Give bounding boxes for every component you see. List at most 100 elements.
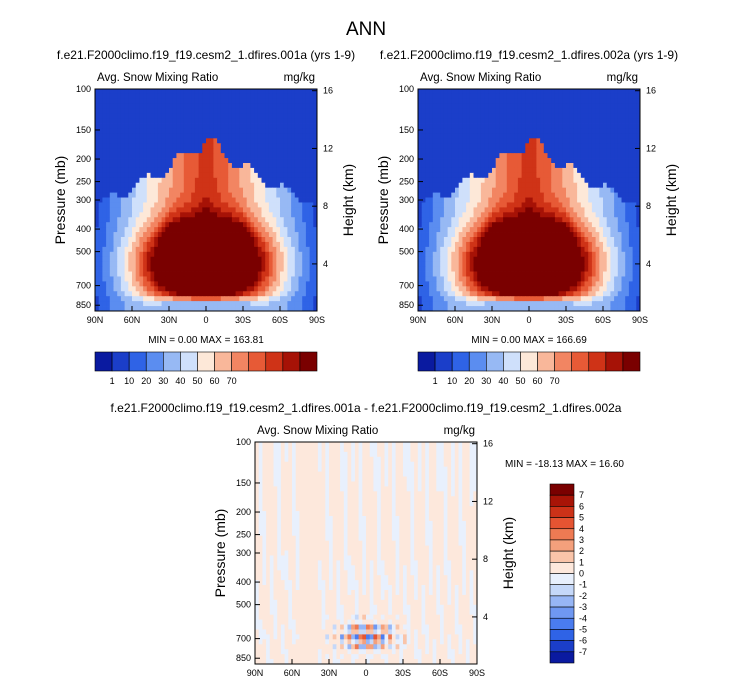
heatmap-cell xyxy=(492,108,497,115)
heatmap-cell xyxy=(554,103,559,110)
heatmap-cell xyxy=(128,281,133,287)
heatmap-cell xyxy=(636,182,641,189)
heatmap-cell xyxy=(313,251,318,258)
heatmap-cell xyxy=(573,163,578,169)
heatmap-cell xyxy=(305,212,310,218)
heatmap-cell xyxy=(169,153,174,159)
heatmap-cell xyxy=(180,202,185,208)
panels: f.e21.F2000climo.f19_f19.cesm2_1.dfires.… xyxy=(52,48,679,678)
heatmap-cell xyxy=(588,158,593,164)
heatmap-cell xyxy=(566,93,571,100)
heatmap-cell xyxy=(573,246,578,253)
heatmap-cell xyxy=(187,281,192,287)
heatmap-cell xyxy=(206,246,211,253)
heatmap-cell xyxy=(440,261,445,267)
heatmap-cell xyxy=(206,286,211,292)
heatmap-cell xyxy=(254,246,259,253)
heatmap-cell xyxy=(562,128,567,134)
heatmap-cell xyxy=(595,207,600,213)
heatmap-cell xyxy=(120,286,125,292)
heatmap-cell xyxy=(150,108,155,115)
heatmap-cell xyxy=(139,133,144,139)
heatmap-cell xyxy=(124,271,129,277)
heatmap-cell xyxy=(462,118,467,124)
heatmap-cell xyxy=(206,163,211,169)
heatmap-cell xyxy=(536,153,541,159)
heatmap-cell xyxy=(418,266,423,272)
heatmap-cell xyxy=(455,133,460,139)
heatmap-cell xyxy=(418,207,423,213)
heatmap-cell xyxy=(246,128,251,134)
heatmap-cell xyxy=(120,232,125,238)
heatmap-cell xyxy=(429,251,434,258)
heatmap-cell xyxy=(206,118,211,124)
heatmap-cell xyxy=(224,163,229,169)
heatmap-cell xyxy=(128,113,133,119)
heatmap-cell xyxy=(198,187,203,193)
heatmap-cell xyxy=(484,266,489,272)
heatmap-cell xyxy=(562,192,567,198)
heatmap-cell xyxy=(220,276,225,282)
heatmap-cell xyxy=(143,207,148,213)
heatmap-cell xyxy=(477,212,482,218)
heatmap-cell xyxy=(440,232,445,238)
heatmap-cell xyxy=(517,246,522,253)
heatmap-cell xyxy=(239,89,244,95)
heatmap-cell xyxy=(172,108,177,115)
heatmap-cell xyxy=(283,261,288,267)
heatmap-cell xyxy=(198,143,203,149)
heatmap-cell xyxy=(632,89,637,95)
heatmap-cell xyxy=(243,138,248,144)
heatmap-cell xyxy=(547,241,552,248)
heatmap-cell xyxy=(139,138,144,144)
heatmap-cell xyxy=(217,197,222,203)
heatmap-cell xyxy=(462,207,467,213)
heatmap-cell xyxy=(239,108,244,115)
heatmap-cell xyxy=(231,217,236,223)
heatmap-cell xyxy=(532,118,537,124)
heatmap-cell xyxy=(224,118,229,124)
heatmap-cell xyxy=(117,133,122,139)
heatmap-cell xyxy=(540,232,545,238)
heatmap-cell xyxy=(165,123,170,129)
heatmap-cell xyxy=(440,246,445,253)
heatmap-cell xyxy=(124,98,129,105)
heatmap-cell xyxy=(113,217,118,223)
heatmap-cell xyxy=(554,207,559,213)
heatmap-cell xyxy=(231,103,236,110)
heatmap-cell xyxy=(254,138,259,144)
heatmap-cell xyxy=(231,207,236,213)
heatmap-cell xyxy=(209,251,214,258)
heatmap-cell xyxy=(165,246,170,253)
heatmap-cell xyxy=(169,207,174,213)
heatmap-cell xyxy=(536,177,541,184)
heatmap-cell xyxy=(573,133,578,139)
heatmap-cell xyxy=(569,256,574,263)
heatmap-cell xyxy=(636,251,641,258)
heatmap-cell xyxy=(488,89,493,95)
heatmap-cell xyxy=(261,232,266,238)
colorbar-swatch xyxy=(180,351,198,372)
heatmap-cell xyxy=(540,202,545,208)
heatmap-cell xyxy=(536,113,541,119)
heatmap-cell xyxy=(577,177,582,184)
heatmap-cell xyxy=(257,271,262,277)
heatmap-cell xyxy=(272,148,277,154)
heatmap-cell xyxy=(272,237,277,243)
heatmap-cell xyxy=(521,128,526,134)
heatmap-cell xyxy=(440,222,445,228)
heatmap-cell xyxy=(628,217,633,223)
heatmap-cell xyxy=(294,291,299,297)
heatmap-cell xyxy=(529,251,534,258)
heatmap-cell xyxy=(313,301,318,307)
heatmap-cell xyxy=(617,212,622,218)
heatmap-cell xyxy=(547,232,552,238)
heatmap-cell xyxy=(617,108,622,115)
heatmap-cell xyxy=(291,123,296,129)
heatmap-cell xyxy=(120,108,125,115)
heatmap-cell xyxy=(298,98,303,105)
heatmap-cell xyxy=(521,167,526,174)
heatmap-cell xyxy=(176,291,181,297)
heatmap-cell xyxy=(506,212,511,218)
heatmap-cell xyxy=(98,138,103,144)
